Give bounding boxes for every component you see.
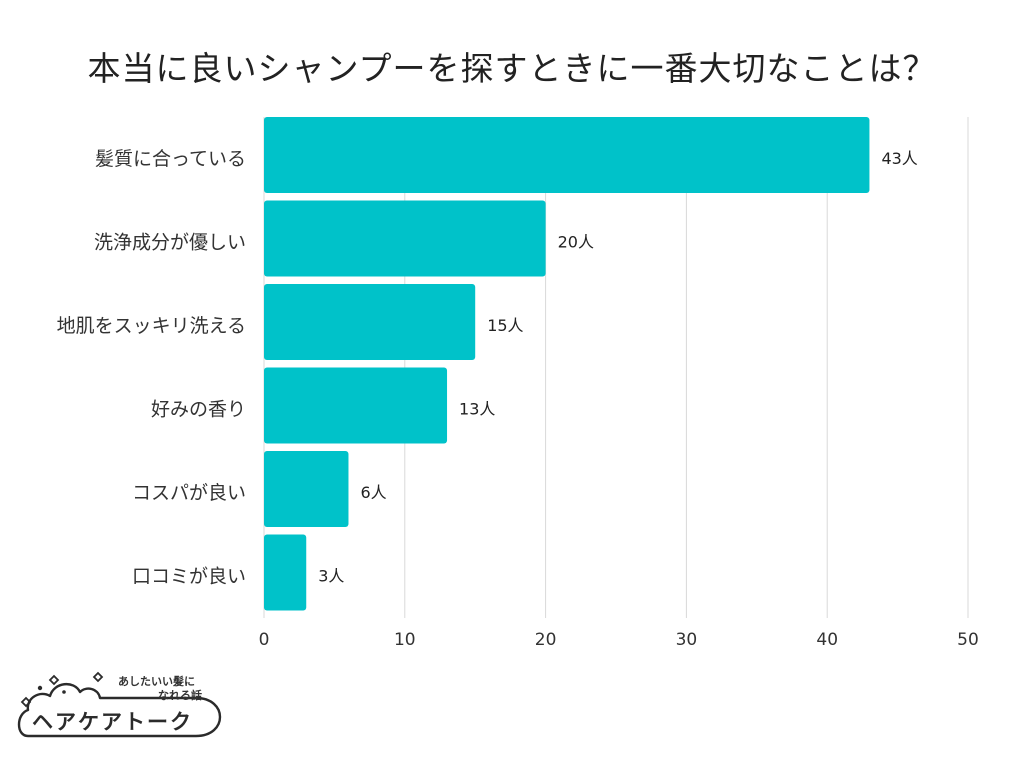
category-label: 地肌をスッキリ洗える bbox=[57, 315, 246, 337]
category-label: 好みの香り bbox=[151, 398, 246, 420]
data-label: 13人 bbox=[459, 399, 495, 418]
bar bbox=[264, 451, 349, 527]
x-tick-label: 20 bbox=[535, 630, 557, 650]
chart-title: 本当に良いシャンプーを探すときに一番大切なことは？ bbox=[87, 49, 937, 88]
bar bbox=[264, 117, 870, 193]
category-label: コスパが良い bbox=[132, 482, 246, 504]
logo-tagline-1: あしたいい髪に bbox=[118, 675, 195, 688]
category-label: 口コミが良い bbox=[132, 565, 246, 587]
bar bbox=[264, 534, 307, 611]
data-label: 43人 bbox=[881, 149, 917, 168]
x-tick-label: 30 bbox=[676, 630, 698, 650]
category-label: 髪質に合っている bbox=[95, 148, 246, 170]
data-label: 15人 bbox=[487, 316, 523, 335]
data-label: 3人 bbox=[318, 566, 344, 585]
logo: あしたいい髪に なれる話 ヘアケアトーク bbox=[14, 664, 229, 754]
x-tick-label: 50 bbox=[957, 630, 979, 650]
bars bbox=[264, 117, 870, 611]
logo-tagline-2: なれる話 bbox=[158, 689, 202, 702]
x-tick-label: 10 bbox=[394, 630, 416, 650]
bar bbox=[264, 200, 546, 277]
x-tick-label: 40 bbox=[816, 630, 838, 650]
data-label: 20人 bbox=[558, 232, 594, 251]
cloud-logo-icon bbox=[17, 671, 222, 738]
category-label: 洗浄成分が優しい bbox=[94, 231, 246, 253]
x-tick-label: 0 bbox=[259, 630, 270, 650]
data-label: 6人 bbox=[360, 483, 386, 502]
bar bbox=[264, 367, 448, 444]
bar bbox=[264, 284, 476, 360]
logo-name: ヘアケアトーク bbox=[32, 710, 193, 734]
